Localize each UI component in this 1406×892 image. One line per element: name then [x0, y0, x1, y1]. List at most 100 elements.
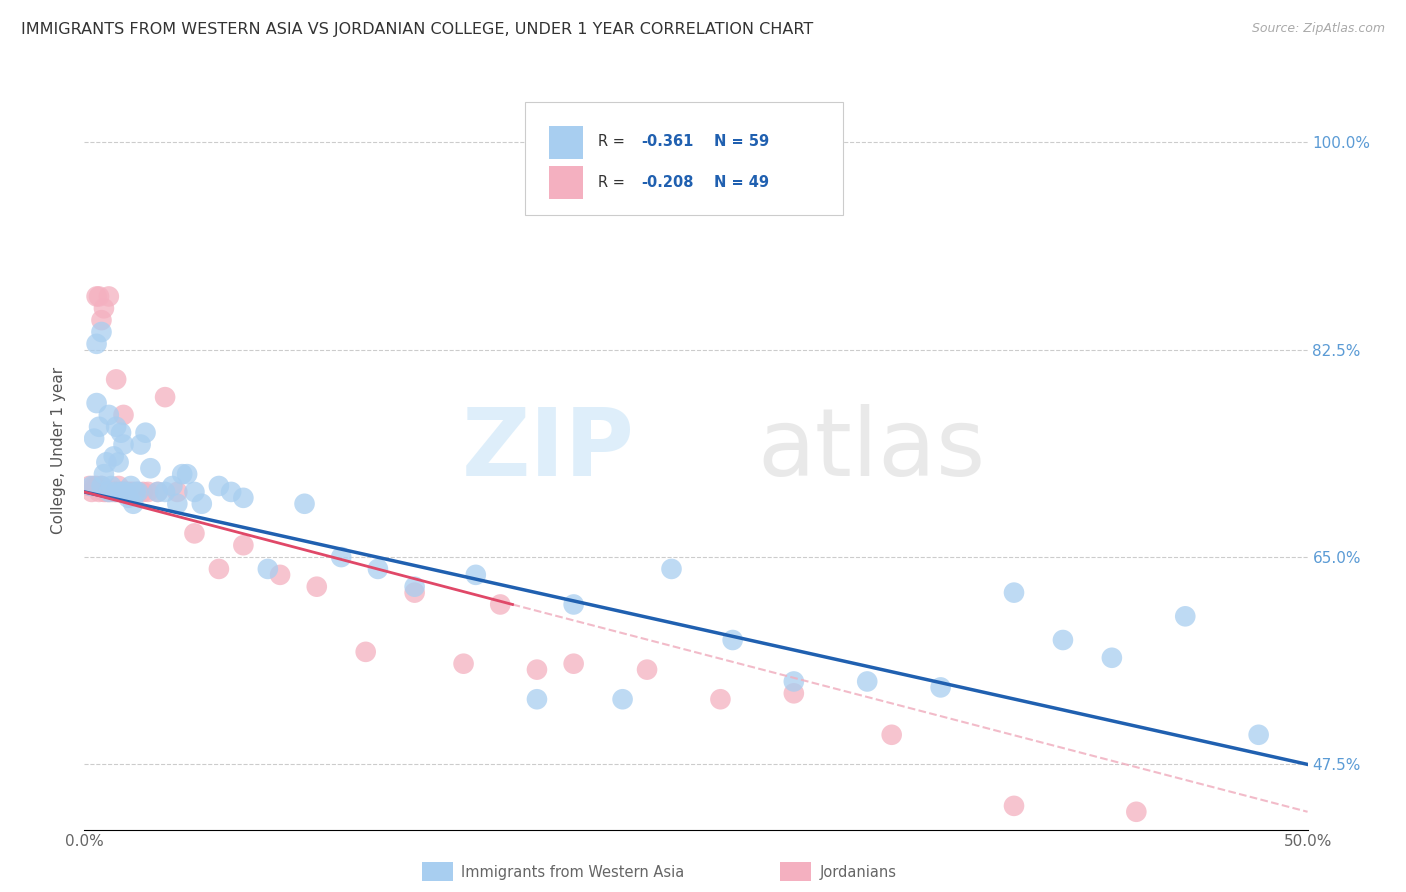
Text: R =: R =	[598, 176, 630, 190]
Point	[464, 567, 486, 582]
Point	[232, 538, 254, 552]
Point	[880, 728, 903, 742]
Point	[93, 301, 115, 316]
Point	[77, 479, 100, 493]
Point	[107, 455, 129, 469]
Point	[90, 479, 112, 493]
Point	[93, 484, 115, 499]
Text: Source: ZipAtlas.com: Source: ZipAtlas.com	[1251, 22, 1385, 36]
Point	[172, 467, 194, 482]
Point	[612, 692, 634, 706]
Point	[526, 663, 548, 677]
Point	[90, 325, 112, 339]
Point	[105, 484, 128, 499]
Point	[1002, 585, 1025, 599]
Point	[129, 437, 152, 451]
Point	[107, 479, 129, 493]
Point	[97, 484, 120, 499]
Point	[122, 497, 145, 511]
Point	[404, 585, 426, 599]
Point	[110, 484, 132, 499]
Point	[305, 580, 328, 594]
Point	[112, 484, 135, 499]
Point	[97, 484, 120, 499]
Point	[166, 497, 188, 511]
Point	[183, 526, 205, 541]
Point	[269, 567, 291, 582]
Text: Jordanians: Jordanians	[820, 865, 897, 880]
Point	[709, 692, 731, 706]
Point	[562, 598, 585, 612]
Point	[86, 396, 108, 410]
Point	[86, 289, 108, 303]
Point	[83, 479, 105, 493]
Point	[526, 692, 548, 706]
Text: atlas: atlas	[758, 404, 986, 497]
Point	[105, 484, 128, 499]
Text: -0.208: -0.208	[641, 176, 693, 190]
Point	[636, 663, 658, 677]
Point	[112, 437, 135, 451]
Text: ZIP: ZIP	[463, 404, 636, 497]
Point	[146, 484, 169, 499]
Text: IMMIGRANTS FROM WESTERN ASIA VS JORDANIAN COLLEGE, UNDER 1 YEAR CORRELATION CHAR: IMMIGRANTS FROM WESTERN ASIA VS JORDANIA…	[21, 22, 813, 37]
Y-axis label: College, Under 1 year: College, Under 1 year	[51, 367, 66, 534]
Point	[489, 598, 512, 612]
Point	[135, 425, 157, 440]
Point	[87, 289, 110, 303]
Point	[146, 484, 169, 499]
Point	[562, 657, 585, 671]
Point	[783, 674, 806, 689]
Point	[1174, 609, 1197, 624]
Point	[127, 484, 149, 499]
Point	[139, 461, 162, 475]
Point	[110, 425, 132, 440]
Point	[330, 550, 353, 565]
Point	[153, 390, 176, 404]
Point	[87, 419, 110, 434]
Point	[120, 484, 142, 499]
Point	[166, 484, 188, 499]
Point	[136, 484, 159, 499]
Point	[97, 289, 120, 303]
Point	[257, 562, 280, 576]
Point	[183, 484, 205, 499]
Point	[105, 419, 128, 434]
Point	[232, 491, 254, 505]
Point	[176, 467, 198, 482]
Point	[86, 479, 108, 493]
Point	[1125, 805, 1147, 819]
Point	[90, 313, 112, 327]
Point	[90, 479, 112, 493]
Point	[367, 562, 389, 576]
Point	[120, 479, 142, 493]
Point	[80, 479, 103, 493]
Point	[112, 408, 135, 422]
Point	[208, 479, 231, 493]
Point	[117, 491, 139, 505]
Point	[93, 467, 115, 482]
Text: N = 59: N = 59	[714, 134, 769, 149]
Point	[103, 484, 125, 499]
Point	[1247, 728, 1270, 742]
Point	[103, 450, 125, 464]
Point	[219, 484, 242, 499]
Point	[96, 455, 118, 469]
Point	[125, 484, 148, 499]
Point	[87, 484, 110, 499]
Point	[97, 408, 120, 422]
Point	[1002, 798, 1025, 813]
Point	[110, 484, 132, 499]
Point	[100, 479, 122, 493]
Point	[105, 372, 128, 386]
Point	[112, 484, 135, 499]
Point	[100, 484, 122, 499]
Text: Immigrants from Western Asia: Immigrants from Western Asia	[461, 865, 685, 880]
Point	[162, 479, 184, 493]
Point	[453, 657, 475, 671]
Text: R =: R =	[598, 134, 630, 149]
Point	[96, 484, 118, 499]
Point	[191, 497, 214, 511]
Point	[153, 484, 176, 499]
Point	[721, 633, 744, 648]
